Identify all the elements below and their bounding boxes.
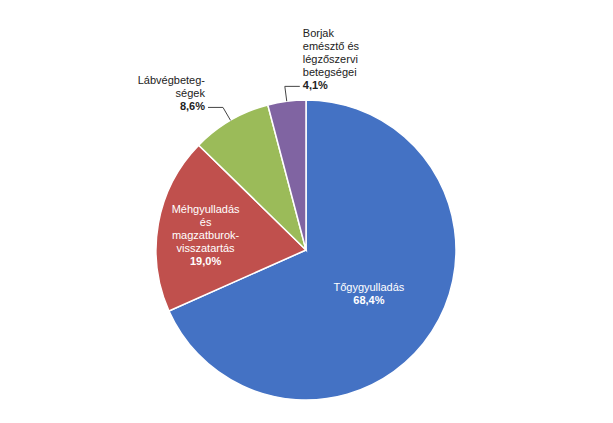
value-label: 68,4% xyxy=(353,294,384,306)
category-label-line: Méhgyulladás xyxy=(172,203,240,215)
pie-slice xyxy=(268,100,306,250)
category-label-line: visszatartás xyxy=(177,242,236,254)
category-label-line: Lábvégbeteg- xyxy=(138,74,206,86)
data-label: Borjakemésztő éslégzőszervibetegségei4,1… xyxy=(303,27,360,91)
value-label: 8,6% xyxy=(180,100,205,112)
labels: Tőgygyulladás68,4% Méhgyulladásésmagzatbu… xyxy=(138,27,405,305)
pie-slice xyxy=(169,100,456,400)
value-label: 19,0% xyxy=(190,255,221,267)
category-label-line: emésztő és xyxy=(303,40,360,52)
leader-line xyxy=(285,86,300,101)
data-label: Tőgygyulladás68,4% xyxy=(333,281,404,306)
data-label: Méhgyulladásésmagzatburok-visszatartás19… xyxy=(172,203,240,267)
category-label-line: és xyxy=(200,216,212,228)
category-label-line: légzőszervi xyxy=(303,53,358,65)
pie-chart: Tőgygyulladás68,4% Méhgyulladásésmagzatbu… xyxy=(0,0,613,423)
chart-container: Tőgygyulladás68,4% Méhgyulladásésmagzatbu… xyxy=(0,0,613,423)
category-label-line: Tőgygyulladás xyxy=(333,281,404,293)
data-label: Lábvégbeteg-ségek8,6% xyxy=(138,74,206,112)
category-label-line: magzatburok- xyxy=(172,229,240,241)
slices xyxy=(156,100,456,400)
value-label: 4,1% xyxy=(303,79,328,91)
category-label-line: betegségei xyxy=(303,66,357,78)
leader-line xyxy=(208,107,231,120)
category-label-line: ségek xyxy=(176,87,206,99)
category-label-line: Borjak xyxy=(303,27,335,39)
